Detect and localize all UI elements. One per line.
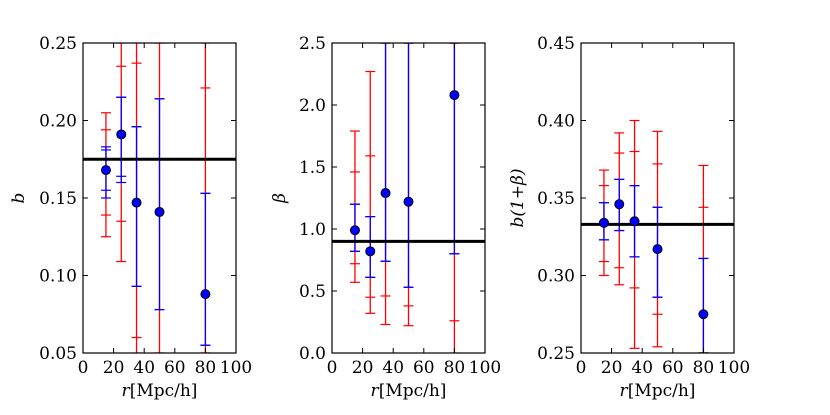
y-tick-label: 0.20 [39, 112, 77, 132]
data-point [349, 225, 360, 236]
x-tick-label: 0 [327, 358, 338, 378]
x-tick-label: 40 [631, 358, 653, 378]
x-tick-label: 60 [164, 358, 186, 378]
x-axis-label-var: r [620, 381, 629, 401]
x-axis-label: r[Mpc/h] [371, 381, 447, 401]
x-tick-label: 100 [220, 358, 252, 378]
error-series-blue [100, 96, 211, 346]
data-point [200, 289, 211, 300]
panel-panel-beta: 0 20 40 60 80 100 0.0 0.5 1.0 1.5 2.0 2.5 r[Mpc/h] β [270, 34, 501, 401]
data-point [100, 165, 111, 176]
x-tick-label: 100 [718, 358, 750, 378]
error-series-red [349, 43, 460, 353]
x-axis-label-var: r [122, 381, 131, 401]
data-point [698, 309, 709, 320]
axes-frame [331, 42, 486, 354]
y-tick-label: 2.0 [299, 96, 326, 116]
x-tick-label: 20 [103, 358, 125, 378]
error-series-red [598, 119, 709, 353]
data-point [131, 197, 142, 208]
x-axis-label: r[Mpc/h] [620, 381, 696, 401]
y-tick-label: 0.35 [537, 189, 575, 209]
x-tick-label: 20 [601, 358, 623, 378]
x-axis-label-unit: [Mpc/h] [379, 381, 447, 401]
y-tick-label: 0.30 [537, 267, 575, 287]
data-point [116, 129, 127, 140]
y-tick-label: 1.5 [299, 158, 326, 178]
data-point [614, 199, 625, 210]
data-layer [332, 43, 485, 353]
error-series-red [100, 43, 211, 353]
x-tick-label: 80 [444, 358, 466, 378]
data-point [629, 216, 640, 227]
data-point [403, 196, 414, 207]
data-layer [581, 119, 734, 353]
y-tick-label: 0.05 [39, 344, 77, 364]
y-tick-label: 0.40 [537, 112, 575, 132]
y-axis-label: b [9, 193, 29, 204]
y-tick-label: 0.25 [39, 34, 77, 54]
y-tick-label: 0.25 [537, 344, 575, 364]
x-tick-label: 60 [662, 358, 684, 378]
data-point [380, 188, 391, 199]
y-tick-label: 0.45 [537, 34, 575, 54]
x-axis-label: r[Mpc/h] [122, 381, 198, 401]
panel-panel-b: 0 20 40 60 80 100 0.05 0.10 0.15 0.20 0.25 r[Mpc/h]… [9, 34, 252, 401]
x-tick-label: 100 [469, 358, 501, 378]
y-tick-label: 0.0 [299, 344, 326, 364]
y-tick-label: 0.5 [299, 282, 326, 302]
data-point [652, 244, 663, 255]
x-axis-label-unit: [Mpc/h] [628, 381, 696, 401]
x-tick-label: 0 [576, 358, 587, 378]
y-axis-label: β [270, 193, 290, 204]
data-point [154, 206, 165, 217]
data-point [365, 246, 376, 257]
x-tick-label: 40 [133, 358, 155, 378]
data-point [598, 217, 609, 228]
data-layer [83, 43, 236, 353]
y-axis-label: b(1+β) [508, 168, 528, 227]
x-tick-label: 80 [693, 358, 715, 378]
y-tick-label: 1.0 [299, 220, 326, 240]
data-point [449, 90, 460, 101]
x-tick-label: 40 [382, 358, 404, 378]
y-tick-label: 0.10 [39, 267, 77, 287]
x-tick-label: 20 [352, 358, 374, 378]
panel-panel-b-one-plus-beta: 0 20 40 60 80 100 0.25 0.30 0.35 0.40 0.45 r[Mpc/h]… [508, 34, 750, 401]
y-tick-label: 0.15 [39, 189, 77, 209]
y-tick-label: 2.5 [299, 34, 326, 54]
x-axis-label-var: r [371, 381, 380, 401]
x-tick-label: 80 [195, 358, 217, 378]
x-tick-label: 60 [413, 358, 435, 378]
x-axis-label-unit: [Mpc/h] [130, 381, 198, 401]
x-tick-label: 0 [78, 358, 89, 378]
